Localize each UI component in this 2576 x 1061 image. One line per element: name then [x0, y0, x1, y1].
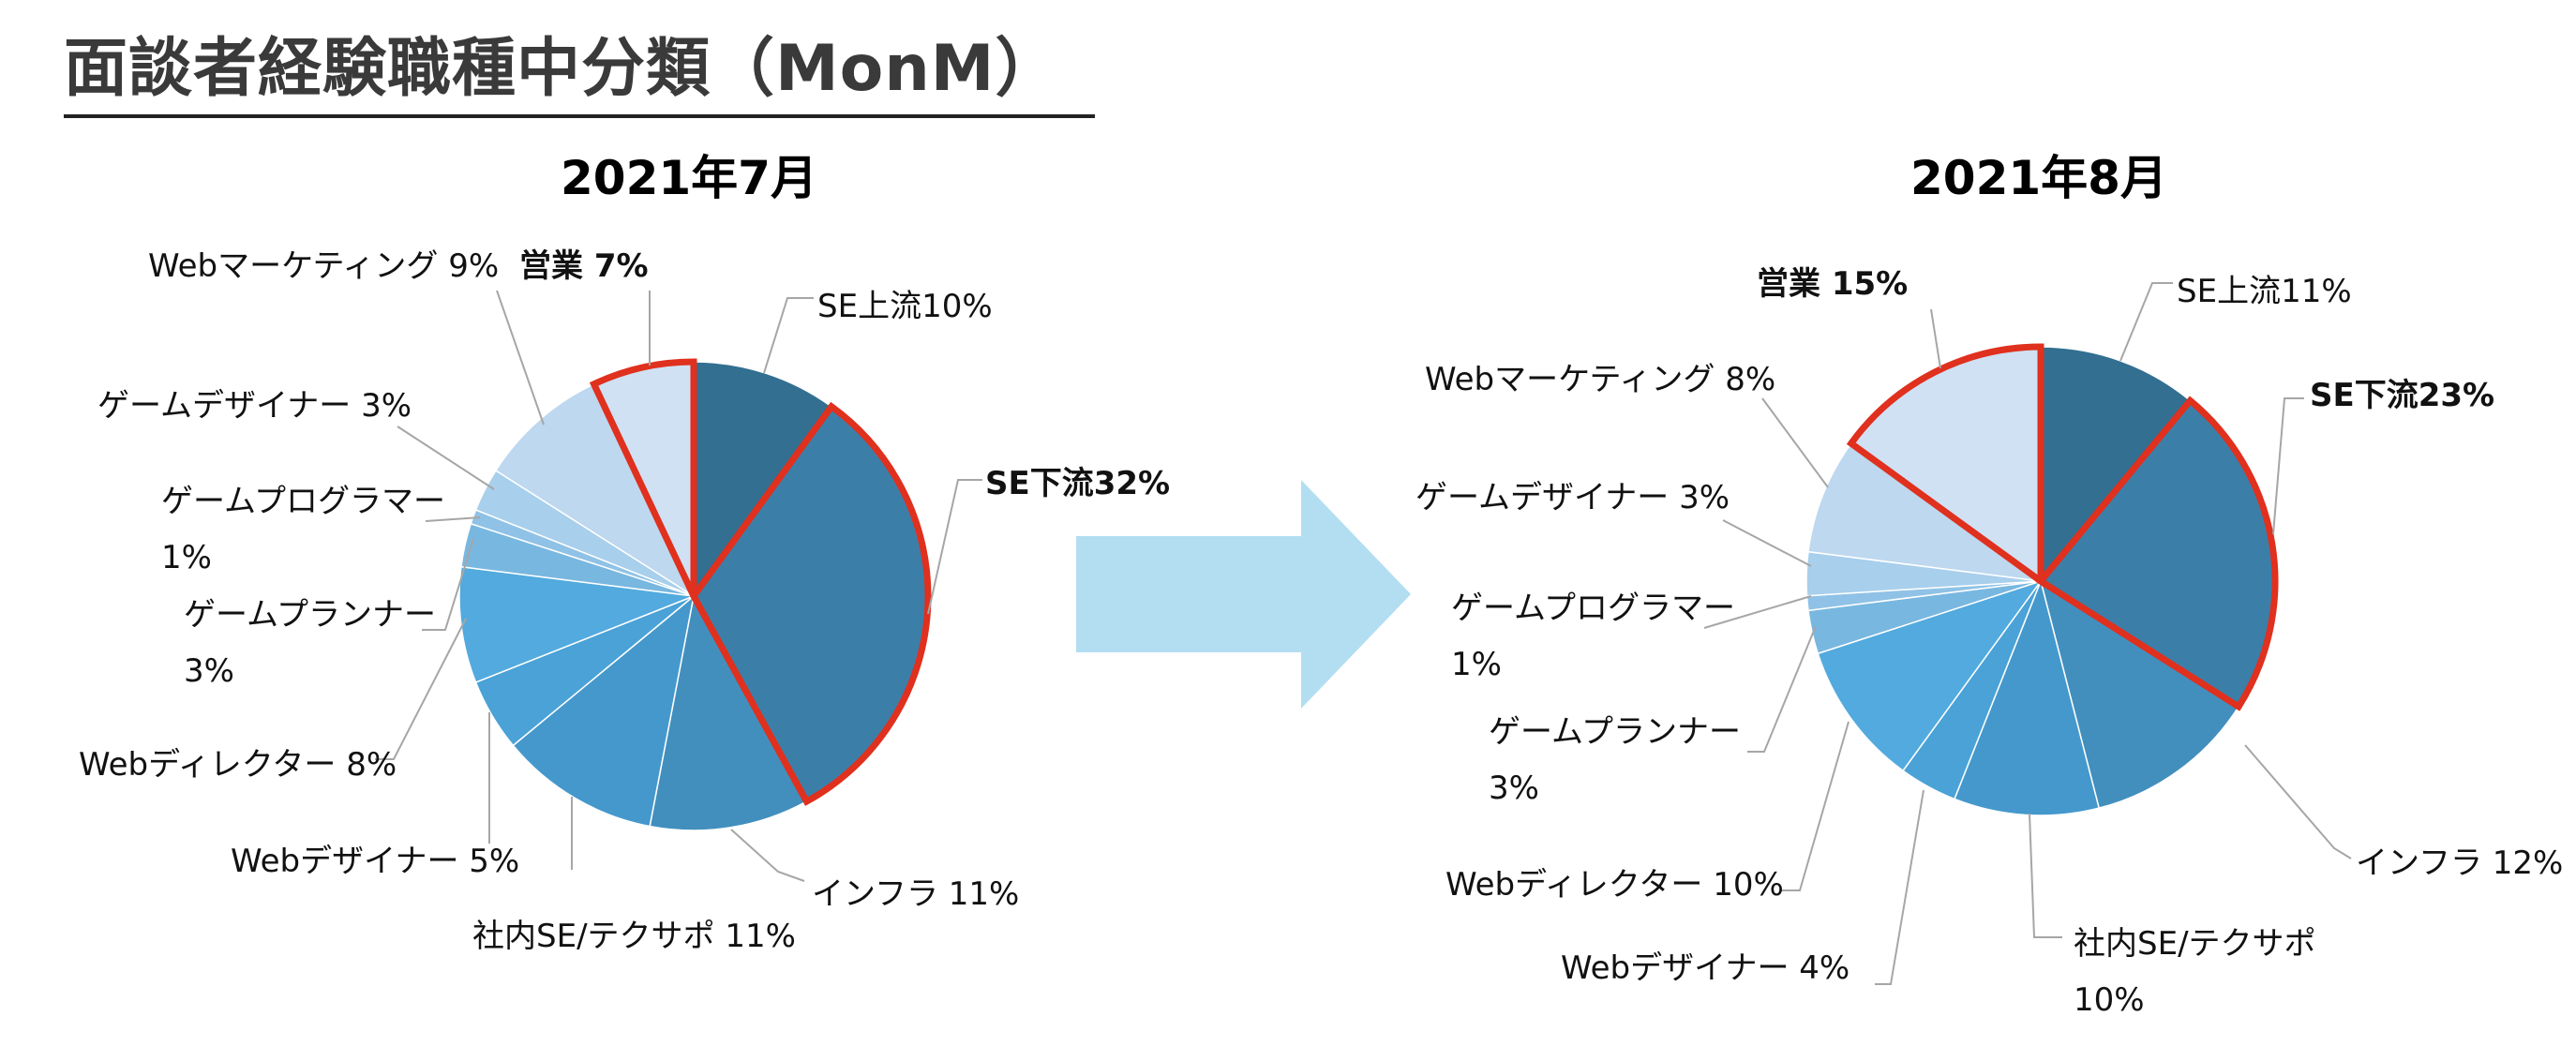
data-label-7: ゲームプランナー 3% — [184, 596, 436, 690]
leader-line — [2029, 813, 2062, 938]
chart-title: 2021年7月 — [561, 151, 817, 205]
pie-slice-10 — [1807, 442, 2042, 582]
data-label-5: Webデザイナー 4% — [1561, 949, 1850, 987]
data-label-8: ゲームプログラマー 1% — [161, 483, 445, 576]
data-label-6: Webディレクター 10% — [1445, 866, 1784, 904]
highlight-outline — [2035, 396, 2279, 711]
pie-chart-july: 2021年7月 SE上流10% SE下流32% インフラ 11% 社内SE/テクサポ 1… — [79, 151, 1170, 955]
leader-line — [1722, 519, 1812, 567]
data-label-2: SE下流23% — [2310, 377, 2494, 414]
leader-line — [1761, 397, 1829, 488]
data-label-5: Webデザイナー 5% — [231, 843, 519, 880]
data-label-3: インフラ 11% — [812, 875, 1019, 913]
data-label-3: インフラ 12% — [2356, 844, 2563, 882]
leader-line — [1875, 789, 1925, 985]
pie-chart-august: 2021年8月 SE上流11% SE下流23% インフラ 12% 社内SE/テクサポ 10… — [1415, 151, 2563, 1019]
pie-slice-6 — [1817, 579, 2043, 772]
pie-slice-6 — [458, 565, 695, 684]
leader-line — [425, 516, 481, 522]
leader-line — [763, 297, 814, 374]
highlight-outline — [689, 401, 932, 806]
data-label-9: ゲームデザイナー 3% — [1415, 479, 1730, 516]
highlight-outline — [1846, 343, 2044, 588]
right-arrow-icon — [1076, 480, 1411, 709]
leader-line — [375, 618, 467, 760]
data-label-4: 社内SE/テクサポ 10% — [2074, 925, 2316, 1019]
data-label-8: ゲームプログラマー 1% — [1451, 590, 1735, 683]
leader-line — [422, 538, 474, 631]
leader-line — [2119, 282, 2173, 362]
data-label-1: SE上流10% — [817, 288, 993, 325]
pie-slice-3 — [649, 593, 808, 831]
leader-line — [1781, 721, 1850, 891]
leader-line — [730, 829, 805, 882]
data-label-10: Webマーケティング 9% — [148, 247, 499, 285]
page-title: 面談者経験職種中分類（MonM） — [64, 32, 1060, 106]
leader-line — [927, 479, 982, 615]
leader-line — [1930, 308, 1941, 369]
data-label-11: 営業 15% — [1757, 265, 1908, 303]
title-underline — [64, 114, 1095, 118]
pie-slice-1 — [693, 361, 832, 599]
data-label-11: 営業 7% — [519, 247, 649, 285]
data-label-7: ゲームプランナー 3% — [1489, 713, 1741, 807]
leader-line — [1703, 595, 1812, 629]
leader-line — [496, 290, 545, 426]
data-label-1: SE上流11% — [2177, 273, 2352, 310]
data-label-10: Webマーケティング 8% — [1425, 361, 1775, 398]
leader-line — [397, 426, 495, 490]
pie-slice-10 — [494, 382, 696, 599]
highlight-outline — [589, 358, 697, 598]
pie-slice-3 — [2039, 579, 2240, 810]
data-label-6: Webディレクター 8% — [79, 746, 397, 784]
leader-line — [1747, 625, 1817, 753]
data-label-4: 社内SE/テクサポ 11% — [472, 918, 796, 955]
chart-title: 2021年8月 — [1910, 151, 2167, 205]
leader-line — [2244, 744, 2352, 859]
pie-slice-4 — [512, 594, 696, 828]
data-label-2: SE下流32% — [985, 465, 1170, 502]
data-label-9: ゲームデザイナー 3% — [97, 387, 412, 425]
pie-slice-4 — [1953, 578, 2101, 816]
leader-line — [2272, 397, 2304, 535]
